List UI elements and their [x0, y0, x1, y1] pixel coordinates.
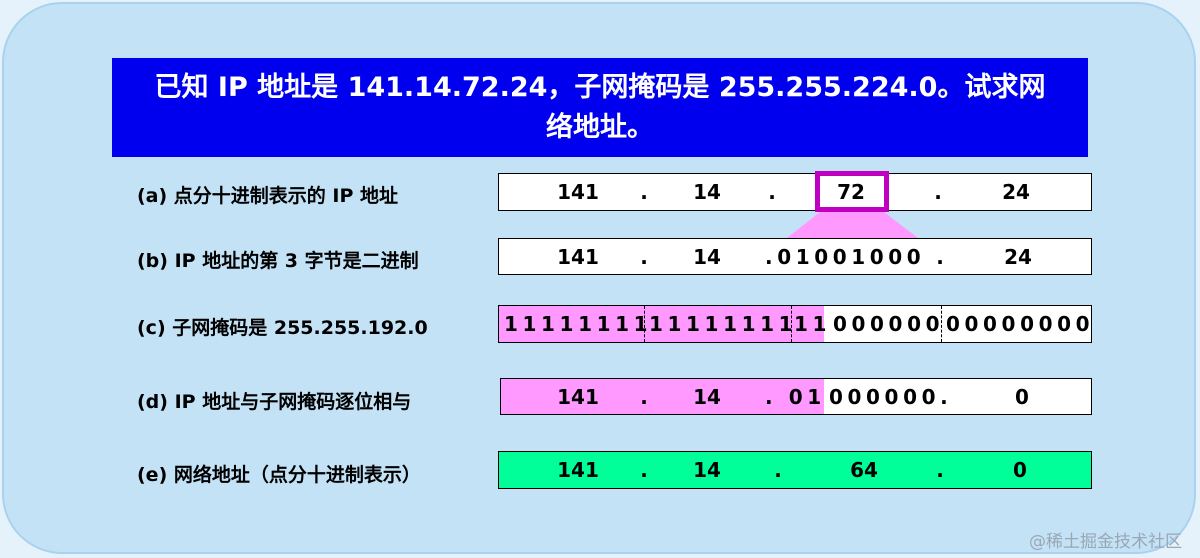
mask-byte: 00000000	[946, 312, 1095, 336]
octet: 14	[693, 384, 721, 409]
row-a-box: 141 . 14 . 72 . 24	[498, 173, 1092, 211]
byte-divider	[644, 306, 645, 342]
binary-bits: 000000.	[829, 384, 953, 409]
row-a-label: (a) 点分十进制表示的 IP 地址	[137, 185, 399, 207]
dot: .	[768, 180, 776, 204]
dot: .	[936, 244, 944, 269]
binary-bits: . 01	[765, 384, 826, 409]
dot: .	[640, 384, 648, 409]
dot: .	[934, 180, 942, 204]
octet: 141	[557, 384, 599, 409]
mask-bits: 11	[794, 312, 832, 336]
mask-byte: 11111111	[504, 312, 653, 336]
mask-byte: 11111111	[649, 312, 798, 336]
octet: 0	[1015, 384, 1029, 409]
dot: .	[640, 458, 648, 482]
octet: 24	[1004, 244, 1032, 269]
octet: 14	[693, 180, 721, 204]
dot: .	[640, 180, 648, 204]
watermark: @稀土掘金技术社区	[1029, 532, 1182, 552]
and-result-fill	[501, 379, 824, 414]
octet: 141	[557, 180, 599, 204]
octet: 0	[1013, 458, 1027, 482]
mask-bits: 000000	[833, 312, 945, 336]
dot: .	[936, 458, 944, 482]
row-b-label: (b) IP 地址的第 3 字节是二进制	[137, 250, 419, 272]
row-d-label: (d) IP 地址与子网掩码逐位相与	[137, 391, 412, 413]
dot: .	[640, 244, 648, 269]
row-c-label: (c) 子网掩码是 255.255.192.0	[137, 317, 428, 339]
highlight-box	[815, 171, 889, 212]
octet-highlighted: 72	[837, 180, 865, 204]
octet: 14	[693, 458, 721, 482]
row-e-box: 141 . 14 . 64 . 0	[498, 451, 1092, 489]
octet: 24	[1002, 180, 1030, 204]
binary-octet: .01001000	[765, 244, 926, 269]
octet: 141	[557, 458, 599, 482]
row-c-box: 11111111 11111111 11 000000 00000000	[498, 305, 1092, 343]
row-e-label: (e) 网络地址（点分十进制表示）	[137, 464, 421, 486]
byte-divider	[941, 306, 942, 342]
byte-divider	[791, 306, 792, 342]
row-b-box: 141 . 14 .01001000 . 24	[498, 238, 1092, 275]
octet: 141	[557, 244, 599, 269]
row-d-box: 141 . 14 . 01 000000. 0	[500, 378, 1092, 415]
octet: 14	[693, 244, 721, 269]
dot: .	[774, 458, 782, 482]
octet: 64	[850, 458, 878, 482]
mask-ones-fill	[499, 306, 824, 342]
problem-title: 已知 IP 地址是 141.14.72.24，子网掩码是 255.255.224…	[112, 58, 1088, 157]
